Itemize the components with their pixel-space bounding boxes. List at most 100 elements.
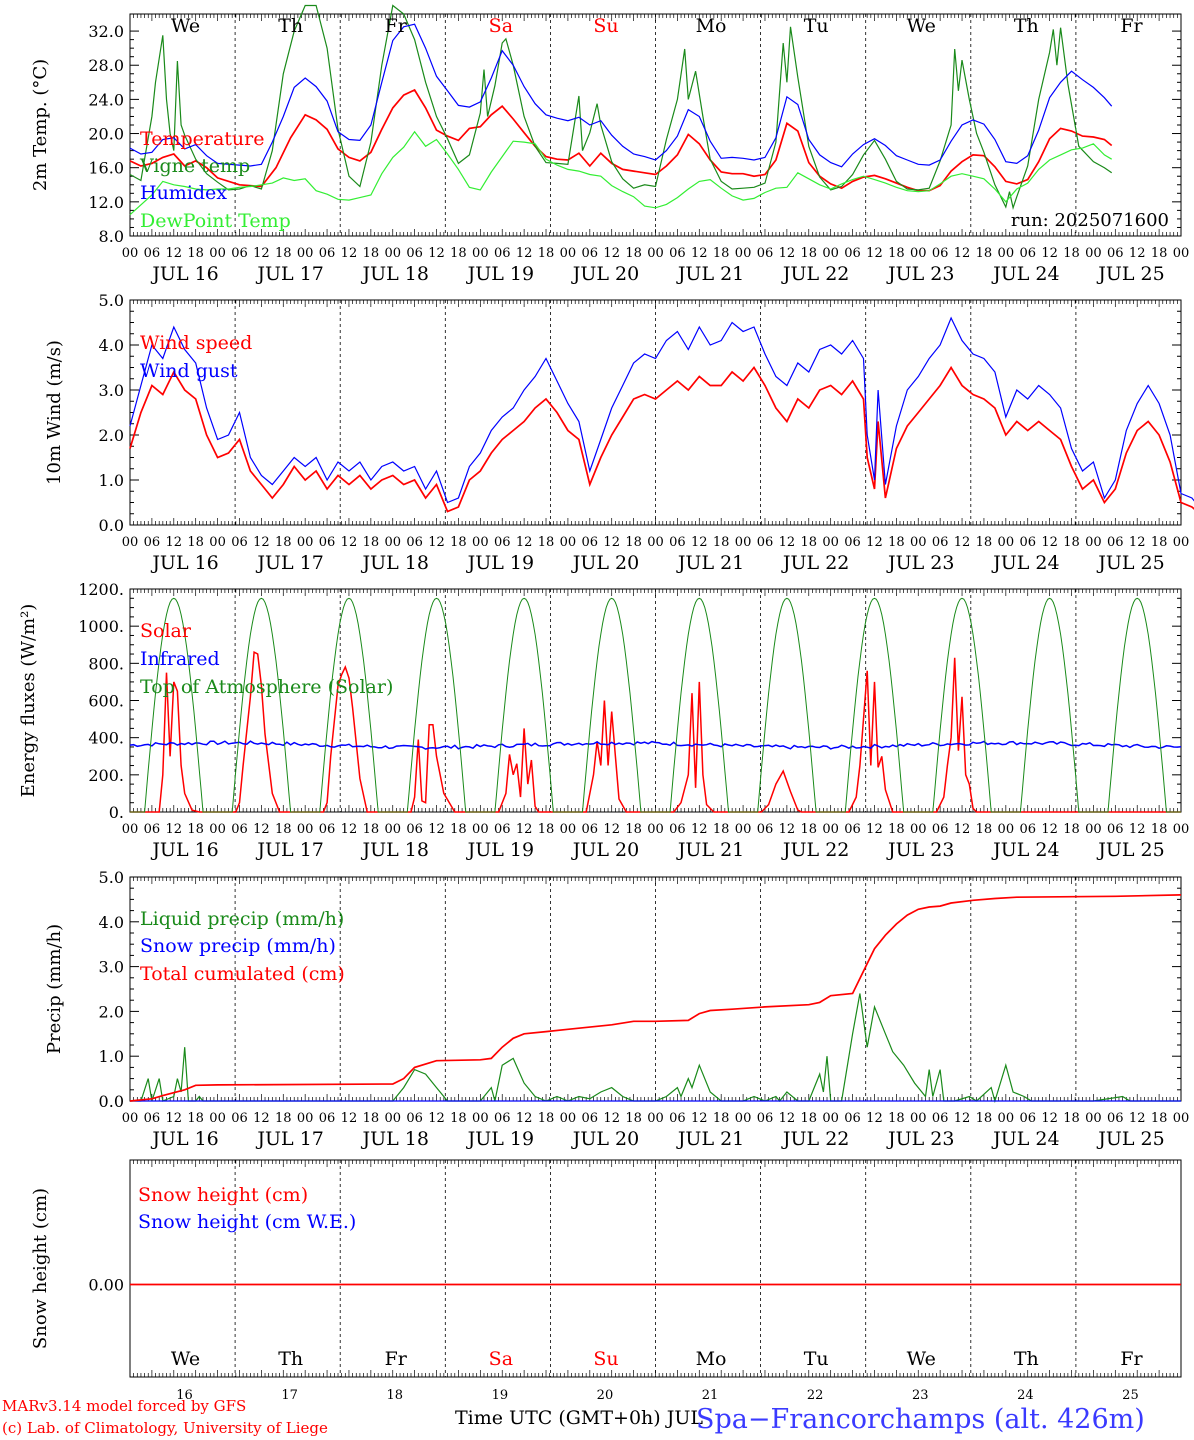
hour-tick-label: 18: [713, 822, 730, 837]
y-tick-label: 1.0: [99, 471, 124, 490]
hour-tick-label: 18: [976, 1111, 993, 1126]
hour-tick-label: 12: [516, 246, 533, 261]
date-label: JUL 17: [255, 1128, 323, 1150]
date-label: JUL 18: [361, 839, 429, 861]
hour-tick-label: 06: [1019, 1111, 1036, 1126]
hour-tick-label: 06: [669, 1111, 686, 1126]
hour-tick-label: 00: [297, 822, 314, 837]
hour-tick-label: 00: [209, 822, 226, 837]
hour-tick-label: 00: [209, 1111, 226, 1126]
hour-tick-label: 18: [363, 535, 380, 550]
hour-tick-label: 06: [582, 1111, 599, 1126]
date-label: JUL 23: [886, 263, 954, 285]
date-label: JUL 21: [676, 839, 744, 861]
weekday-label: Th: [278, 1348, 303, 1370]
hour-tick-label: 12: [1041, 535, 1058, 550]
hour-tick-label: 18: [1063, 246, 1080, 261]
hour-tick-label: 12: [691, 535, 708, 550]
hour-tick-label: 06: [932, 246, 949, 261]
weekday-label: Fr: [385, 1348, 408, 1370]
date-label: JUL 16: [150, 839, 218, 861]
hour-tick-label: 00: [560, 822, 577, 837]
hour-tick-label: 12: [603, 535, 620, 550]
hour-tick-label: 00: [910, 822, 927, 837]
date-label: JUL 24: [991, 552, 1059, 574]
hour-tick-label: 06: [1019, 822, 1036, 837]
legend-total-cumulated-cm-: Total cumulated (cm): [140, 963, 345, 985]
date-label: JUL 25: [1096, 1128, 1164, 1150]
hour-tick-label: 06: [494, 535, 511, 550]
date-label: JUL 16: [150, 1128, 218, 1150]
y-tick-label: 2.0: [99, 426, 124, 445]
hour-tick-label: 06: [757, 822, 774, 837]
day-number-label: 23: [912, 1388, 929, 1403]
legend-wind-speed: Wind speed: [140, 332, 252, 354]
y-tick-label: 4.0: [99, 913, 124, 932]
legend-vigne-temp: Vigne temp: [139, 155, 250, 177]
hour-tick-label: 12: [516, 535, 533, 550]
hour-tick-label: 00: [1173, 1111, 1190, 1126]
hour-tick-label: 18: [976, 535, 993, 550]
hour-tick-label: 00: [122, 822, 139, 837]
hour-tick-label: 12: [253, 1111, 270, 1126]
hour-tick-label: 18: [888, 535, 905, 550]
panel-1: 8.0 12.0 16.0 20.0 24.0 28.0 32.0 2m Temp. (°C)…: [30, 4, 1190, 285]
hour-tick-label: 06: [582, 246, 599, 261]
legend-solar: Solar: [140, 620, 192, 642]
date-label: JUL 20: [571, 552, 639, 574]
hour-tick-label: 06: [319, 822, 336, 837]
date-label: JUL 20: [571, 1128, 639, 1150]
hour-tick-label: 18: [187, 822, 204, 837]
weekday-label: Th: [1014, 1348, 1039, 1370]
hour-tick-label: 00: [998, 246, 1015, 261]
legend-snow-precip-mm-h-: Snow precip (mm/h): [140, 935, 336, 957]
hour-tick-label: 00: [822, 246, 839, 261]
panel-3: 0. 200. 400. 600. 800. 1000. 1200. Energy fluxe…: [18, 580, 1189, 861]
hour-tick-label: 12: [603, 822, 620, 837]
weekday-label: We: [171, 15, 200, 37]
hour-tick-label: 06: [406, 535, 423, 550]
y-axis-label: 2m Temp. (°C): [30, 59, 51, 191]
hour-tick-label: 18: [625, 246, 642, 261]
y-tick-label: 28.0: [88, 56, 124, 75]
hour-tick-label: 18: [275, 535, 292, 550]
y-tick-label: 0.: [109, 803, 124, 822]
date-label: JUL 22: [781, 263, 849, 285]
hour-tick-label: 18: [363, 1111, 380, 1126]
hour-tick-label: 00: [1173, 246, 1190, 261]
hour-tick-label: 18: [1063, 1111, 1080, 1126]
run-label: run: 2025071600: [1011, 210, 1169, 231]
hour-tick-label: 06: [844, 535, 861, 550]
hour-tick-label: 06: [319, 246, 336, 261]
hour-tick-label: 12: [166, 535, 183, 550]
hour-tick-label: 12: [428, 822, 445, 837]
hour-tick-label: 18: [625, 535, 642, 550]
hour-tick-label: 18: [1063, 535, 1080, 550]
hour-tick-label: 00: [560, 535, 577, 550]
weekday-label: Th: [278, 15, 303, 37]
hour-tick-label: 00: [384, 822, 401, 837]
hour-tick-label: 00: [822, 1111, 839, 1126]
hour-tick-label: 00: [647, 535, 664, 550]
hour-tick-label: 06: [1107, 1111, 1124, 1126]
legend-infrared: Infrared: [140, 648, 220, 670]
hour-tick-label: 06: [932, 535, 949, 550]
series-total-cumulated-cm-: [129, 894, 1182, 1102]
y-tick-label: 400.: [88, 729, 124, 748]
date-label: JUL 17: [255, 552, 323, 574]
hour-tick-label: 12: [866, 822, 883, 837]
hour-tick-label: 06: [231, 1111, 248, 1126]
y-tick-label: 5.0: [99, 868, 124, 887]
y-tick-label: 600.: [88, 692, 124, 711]
credit-line-1: MARv3.14 model forced by GFS: [2, 1397, 246, 1415]
hour-tick-label: 06: [844, 246, 861, 261]
hour-tick-label: 06: [932, 822, 949, 837]
hour-tick-label: 12: [691, 1111, 708, 1126]
hour-tick-label: 00: [472, 822, 489, 837]
day-number-label: 21: [702, 1388, 719, 1403]
day-number-label: 18: [386, 1388, 403, 1403]
legend-dewpoint-temp: DewPoint Temp: [140, 210, 291, 232]
hour-tick-label: 12: [866, 1111, 883, 1126]
hour-tick-label: 18: [888, 1111, 905, 1126]
date-label: JUL 19: [466, 263, 534, 285]
